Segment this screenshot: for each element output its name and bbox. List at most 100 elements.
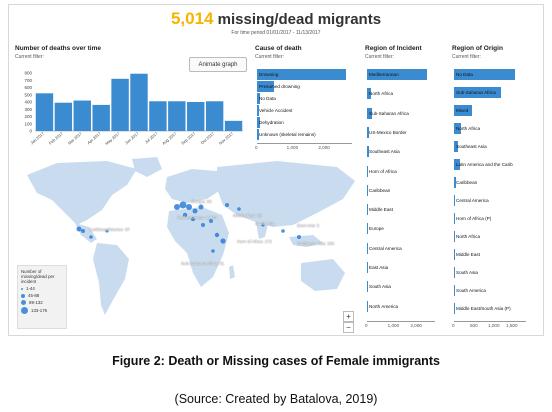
category-bar[interactable] [367,165,369,177]
category-bar[interactable] [454,69,516,80]
time-bar[interactable] [187,102,205,131]
legend-label: 133-176 [31,308,48,313]
category-bar[interactable] [257,117,260,128]
category-bar[interactable] [367,242,368,254]
x-tick-label: Sep 2017 [180,130,197,145]
time-bar[interactable] [92,104,110,131]
animate-graph-button[interactable]: Animate graph [189,57,247,72]
category-label: Mixed [456,108,469,113]
x-tick-label: 2,000 [410,323,422,328]
category-bar[interactable] [454,105,472,116]
time-bar[interactable] [35,93,54,131]
category-bar[interactable] [367,88,371,100]
y-tick-label: 0 [29,129,32,134]
zoom-out-button[interactable]: − [343,322,354,333]
x-axis [367,321,435,322]
category-label: Central America [456,198,489,203]
legend-title: Number of missing/dead per incident [21,269,55,284]
category-label: Southeast Asia [456,144,487,149]
zoom-in-button[interactable]: + [343,311,354,322]
x-tick-label: Apr 2017 [86,130,102,145]
category-bar[interactable] [454,87,501,98]
category-label: Caribbean [369,187,391,193]
y-tick-label: 800 [24,71,32,76]
category-bar[interactable] [454,159,460,170]
category-label: North Africa [369,91,393,97]
x-tick-label: Oct 2017 [200,130,216,145]
x-tick-label: Jun 2017 [124,130,140,145]
category-bar[interactable] [454,267,455,278]
x-tick-label: Nov 2017 [218,130,235,145]
world-map-shapes [27,157,355,315]
y-tick-label: 300 [24,107,32,112]
category-label: South Asia [369,284,391,290]
category-bar[interactable] [367,107,372,119]
time-bar[interactable] [111,78,129,131]
map-label-middle-east: Middle East: 89 [233,213,262,218]
migrant-count: 5,014 [170,9,214,28]
x-tick-label: 1,500 [506,323,518,328]
time-bar[interactable] [205,101,224,131]
category-label: US-Mexico Border [369,129,407,135]
category-label: Presumed drowning [259,84,300,89]
category-label: Drowning [259,72,279,77]
category-bar[interactable] [257,105,259,116]
legend-dot-icon [21,300,26,305]
y-tick-label: 200 [24,114,32,119]
category-bar[interactable] [367,223,368,235]
deaths-over-time-title: Number of deaths over time [15,45,101,52]
category-bar[interactable] [257,129,259,140]
category-bar[interactable] [367,126,370,138]
map-legend: Number of missing/dead per incident 1-44… [17,265,67,329]
category-label: Sub-Saharan Africa [369,110,409,116]
time-bar[interactable] [54,102,73,131]
legend-item: 133-176 [21,307,63,314]
map-label-sub-saharan-africa: Sub-Saharan Africa: 51 [181,261,225,266]
category-bar[interactable] [367,146,370,158]
category-label: Horn of Africa (P) [456,216,492,221]
figure-caption: Figure 2: Death or Missing cases of Fema… [112,354,440,368]
region-incident-chart: Mediterranean North Africa Sub-Saharan Afr… [365,69,437,333]
legend-item: 89-132 [21,300,63,305]
category-bar[interactable] [367,184,368,196]
category-bar[interactable] [257,93,260,104]
world-map[interactable]: Caribbean/Mexico: 97 Europe: 83 Mediterr… [17,155,361,333]
time-bar[interactable] [224,120,243,131]
legend-item: 1-44 [21,286,63,291]
category-label: North Africa [456,126,480,131]
y-tick-label: 400 [24,100,32,105]
x-tick-label: 0 [365,323,368,328]
category-bar[interactable] [367,204,368,216]
category-bar[interactable] [454,231,456,242]
legend-label: 1-44 [26,286,35,291]
map-label-horn-of-africa: Horn of Africa: 173 [237,239,272,244]
legend-label: 89-132 [29,300,43,305]
category-bar[interactable] [454,195,456,206]
region-incident-filter: Current filter: [365,54,394,60]
category-label: Dehydration [259,120,284,125]
time-bar[interactable] [149,101,167,131]
region-origin-chart: No Data Sub-Saharan Africa Mixed North Afri… [452,69,534,333]
category-bar[interactable] [257,69,346,80]
map-label-mediterranean: Mediterranean: 2,844 [177,215,217,220]
map-label-east-asia: East Asia: 3 [297,223,320,228]
cause-of-death-title: Cause of death [255,45,302,52]
x-tick-label: 1,000 [286,145,299,150]
category-bar[interactable] [454,213,456,224]
x-tick-label: 0 [452,323,455,328]
category-bar[interactable] [257,81,275,92]
time-bar[interactable] [73,100,91,131]
headline-title: missing/dead migrants [217,11,382,28]
category-bar[interactable] [454,141,459,152]
category-bar[interactable] [454,177,457,188]
time-bar[interactable] [168,101,186,131]
legend-dot-icon [21,287,23,290]
time-bar[interactable] [130,73,148,131]
x-tick-label: Aug 2017 [161,130,178,145]
category-bar[interactable] [454,123,462,134]
region-incident-title: Region of Incident [365,45,422,52]
category-bar[interactable] [454,249,456,260]
category-bar[interactable] [367,69,428,80]
category-label: Southeast Asia [369,149,400,155]
y-tick-label: 100 [24,121,32,126]
